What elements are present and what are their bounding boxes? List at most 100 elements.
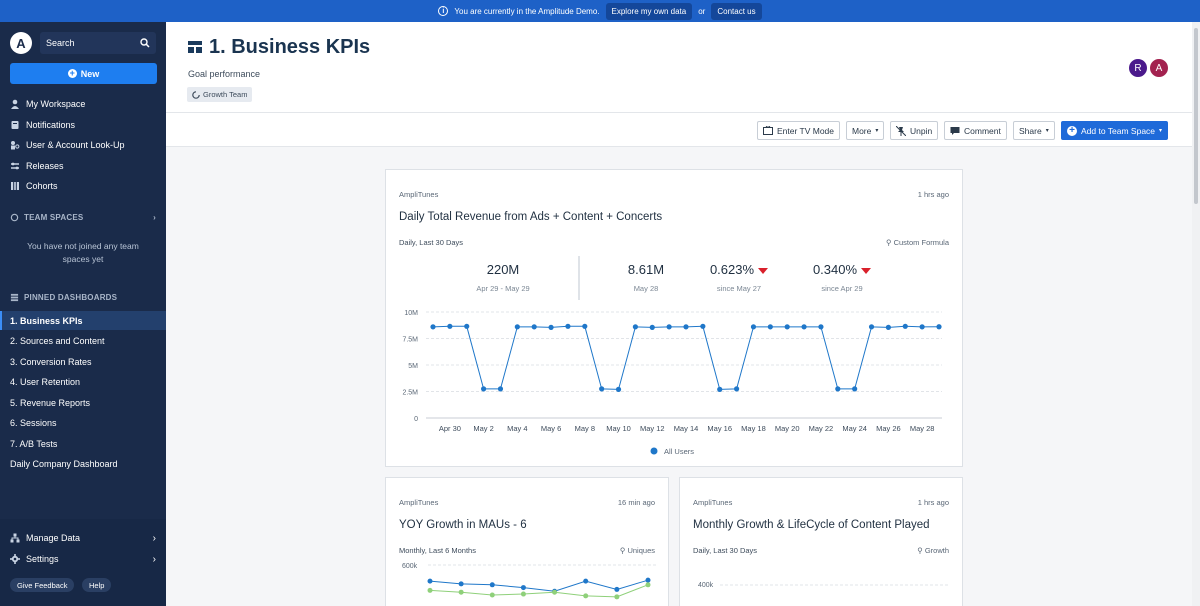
card-title[interactable]: YOY Growth in MAUs - 6 <box>399 519 527 531</box>
data-point <box>582 323 588 329</box>
tv-mode-button[interactable]: Enter TV Mode <box>757 121 841 140</box>
gear-icon <box>10 554 20 564</box>
nav-label: Releases <box>26 161 64 171</box>
y-tick-label: 0 <box>414 416 418 423</box>
manage-data-icon <box>10 533 20 543</box>
data-point <box>531 324 537 330</box>
data-point <box>427 578 433 584</box>
dashboard-header: 1. Business KPIs Goal performance Growth… <box>166 22 1192 113</box>
comment-button[interactable]: Comment <box>944 121 1007 140</box>
scrollbar-thumb[interactable] <box>1194 28 1198 204</box>
metric-divider <box>578 256 580 300</box>
data-point <box>583 593 589 599</box>
card-formula: ⚲ Growth <box>917 546 949 555</box>
nav-my-workspace[interactable]: My Workspace <box>10 96 85 112</box>
pinned-daily-company[interactable]: Daily Company Dashboard <box>10 458 118 469</box>
team-tag[interactable]: Growth Team <box>187 87 253 102</box>
pinned-user-retention[interactable]: 4. User Retention <box>10 376 81 387</box>
data-point <box>632 324 638 330</box>
contact-us-button[interactable]: Contact us <box>711 2 762 20</box>
person-icon <box>11 99 19 109</box>
scrollbar-track[interactable] <box>1192 22 1200 606</box>
chevron-right-icon: › <box>152 553 156 565</box>
chevron-down-icon: ▾ <box>1045 128 1049 134</box>
pinned-conversion-rates[interactable]: 3. Conversion Rates <box>10 356 92 367</box>
card-range: Daily, Last 30 Days <box>399 238 464 247</box>
dashboard-icon <box>188 41 202 53</box>
team-spaces-header[interactable]: TEAM SPACES › <box>10 213 156 222</box>
new-label: New <box>80 68 100 79</box>
data-point <box>489 582 495 588</box>
card-title[interactable]: Daily Total Revenue from Ads + Content +… <box>399 211 663 223</box>
x-tick-label: May 14 <box>674 424 699 433</box>
data-point <box>784 324 790 330</box>
formula-icon: ⚲ <box>885 238 894 247</box>
add-team-space-button[interactable]: + Add to Team Space ▾ <box>1061 121 1169 140</box>
uniques-icon: ⚲ <box>619 546 628 555</box>
chevron-down-icon: ▾ <box>875 128 879 134</box>
avatar[interactable]: A <box>1149 58 1169 78</box>
metric-value: 0.340% <box>812 262 858 277</box>
mau-chart-card[interactable]: AmpliTunes 16 min ago YOY Growth in MAUs… <box>385 477 669 606</box>
manage-data-item[interactable]: Manage Data › <box>10 530 156 546</box>
nav-label: Notifications <box>26 120 76 130</box>
pinned-business-kpis[interactable]: 1. Business KPIs <box>0 311 166 330</box>
settings-item[interactable]: Settings › <box>10 551 156 567</box>
mau-line-chart[interactable]: 600k <box>386 562 668 606</box>
nav-cohorts[interactable]: Cohorts <box>10 178 58 194</box>
main-content: 1. Business KPIs Goal performance Growth… <box>166 22 1192 606</box>
share-button[interactable]: Share ▾ <box>1013 121 1055 140</box>
data-point <box>565 323 571 329</box>
x-tick-label: May 6 <box>541 424 561 433</box>
card-project: AmpliTunes <box>693 498 733 507</box>
team-spaces-label: TEAM SPACES <box>24 213 84 222</box>
revenue-chart-card[interactable]: AmpliTunes 1 hrs ago Daily Total Revenue… <box>385 169 963 467</box>
data-point <box>458 581 464 587</box>
data-point <box>497 386 504 392</box>
share-label: Share <box>1019 125 1042 136</box>
pinned-revenue-reports[interactable]: 5. Revenue Reports <box>10 397 91 408</box>
y-tick-label: 5M <box>408 363 418 370</box>
formula-label: Uniques <box>627 546 655 555</box>
avatar[interactable]: R <box>1128 58 1148 78</box>
amplitude-logo-icon[interactable]: A <box>10 32 32 54</box>
revenue-line-chart[interactable]: 0 2.5M 5M 7.5M 10M Apr 30 May 2 May 4 May 6 May 8… <box>386 300 962 466</box>
dashboard-toolbar: Enter TV Mode More ▾ Unpin Comment Share… <box>166 113 1192 147</box>
nav-notifications[interactable]: Notifications <box>10 117 75 133</box>
help-button[interactable]: Help <box>82 578 112 592</box>
new-button[interactable]: + New <box>10 63 157 84</box>
nav-releases[interactable]: Releases <box>10 158 64 174</box>
search-input[interactable]: Search <box>40 32 156 54</box>
tv-icon <box>763 126 773 135</box>
data-point <box>645 582 651 588</box>
pinned-sessions[interactable]: 6. Sessions <box>10 417 57 428</box>
metric-change-day: 0.623% since May 27 <box>684 262 794 293</box>
unpin-button[interactable]: Unpin <box>890 121 939 140</box>
content-chart-card[interactable]: AmpliTunes 1 hrs ago Monthly Growth & Li… <box>679 477 963 606</box>
comment-icon <box>950 126 960 135</box>
give-feedback-button[interactable]: Give Feedback <box>10 578 75 592</box>
card-title[interactable]: Monthly Growth & LifeCycle of Content Pl… <box>693 519 930 531</box>
card-updated: 1 hrs ago <box>917 190 949 199</box>
nav-label: User & Account Look-Up <box>26 140 125 150</box>
card-updated: 1 hrs ago <box>917 498 949 507</box>
data-point <box>458 589 464 595</box>
sidebar: A Search + New My Workspace Notification… <box>0 22 166 606</box>
data-point <box>614 594 620 600</box>
card-formula: ⚲ Uniques <box>620 546 655 555</box>
x-tick-label: May 16 <box>707 424 732 433</box>
content-bar-chart[interactable]: 400k200k <box>680 578 962 606</box>
data-point <box>818 324 824 330</box>
info-icon: i <box>438 6 449 16</box>
pinned-ab-tests[interactable]: 7. A/B Tests <box>10 438 58 449</box>
data-point <box>447 323 453 329</box>
data-point <box>885 324 891 330</box>
explore-data-button[interactable]: Explore my own data <box>605 2 693 20</box>
data-point <box>919 324 925 330</box>
more-button[interactable]: More ▾ <box>846 121 885 140</box>
nav-user-lookup[interactable]: User & Account Look-Up <box>10 137 125 153</box>
metric-total: 220M Apr 29 - May 29 <box>453 262 553 293</box>
pinned-sources-content[interactable]: 2. Sources and Content <box>10 335 105 346</box>
pinned-icon <box>10 293 19 302</box>
metric-value: 220M <box>486 262 520 277</box>
